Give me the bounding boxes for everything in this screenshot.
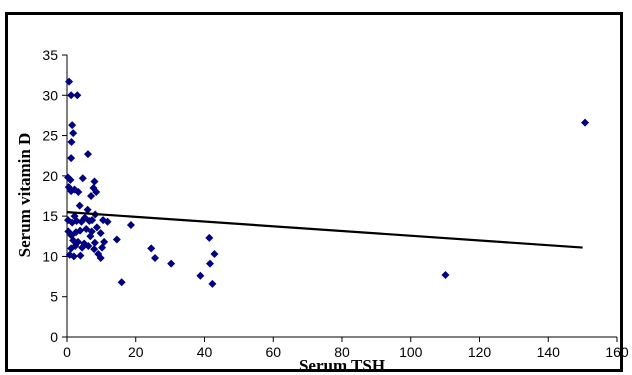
data-point xyxy=(196,272,204,280)
data-point xyxy=(69,129,77,137)
data-point xyxy=(127,221,135,229)
data-point xyxy=(91,239,99,247)
data-point xyxy=(76,252,84,260)
data-point xyxy=(441,271,449,279)
data-point xyxy=(206,260,214,268)
x-tick-label: 60 xyxy=(265,344,281,360)
data-point xyxy=(68,121,76,129)
data-point xyxy=(73,91,81,99)
x-tick-label: 0 xyxy=(63,344,71,360)
data-point xyxy=(151,254,159,262)
y-tick-label: 5 xyxy=(50,289,58,305)
data-point xyxy=(147,244,155,252)
x-tick-label: 40 xyxy=(197,344,213,360)
x-tick-label: 20 xyxy=(128,344,144,360)
y-tick-label: 10 xyxy=(42,248,58,264)
data-point xyxy=(91,177,99,185)
y-tick-label: 20 xyxy=(42,168,58,184)
y-tick-label: 25 xyxy=(42,128,58,144)
data-point xyxy=(167,260,175,268)
data-point xyxy=(76,202,84,210)
y-tick-label: 30 xyxy=(42,87,58,103)
trendline xyxy=(67,212,583,247)
data-point xyxy=(79,174,87,182)
data-point xyxy=(118,278,126,286)
data-point xyxy=(65,78,73,86)
x-tick-label: 140 xyxy=(537,344,561,360)
axes-group xyxy=(67,55,617,337)
x-tick-label: 120 xyxy=(468,344,492,360)
data-point xyxy=(581,119,589,127)
data-point xyxy=(84,150,92,158)
x-tick-label: 160 xyxy=(605,344,629,360)
x-axis-label: Serum TSH xyxy=(299,356,385,375)
data-point xyxy=(113,236,121,244)
data-point xyxy=(210,250,218,258)
y-tick-label: 15 xyxy=(42,208,58,224)
data-points-group xyxy=(64,78,589,288)
y-tick-label: 35 xyxy=(42,47,58,63)
data-point xyxy=(67,154,75,162)
y-tick-label: 0 xyxy=(50,329,58,345)
x-tick-label: 100 xyxy=(399,344,423,360)
data-point xyxy=(67,138,75,146)
data-point xyxy=(205,234,213,242)
data-point xyxy=(208,280,216,288)
y-axis-label: Serum vitamin D xyxy=(15,133,34,258)
